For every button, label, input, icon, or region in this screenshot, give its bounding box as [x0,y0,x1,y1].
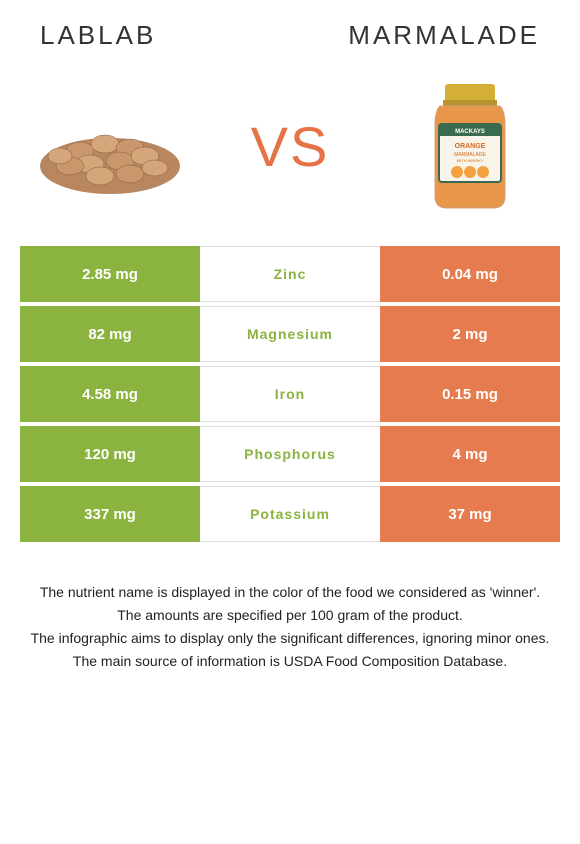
value-left: 4.58 mg [20,366,200,422]
footer-notes: The nutrient name is displayed in the co… [10,582,570,672]
vs-label: VS [251,114,330,179]
table-row: 120 mgPhosphorus4 mg [20,426,560,482]
jar-line3: WITH WHISKY [456,158,483,163]
nutrient-name: Zinc [200,246,380,302]
lablab-image [30,76,190,216]
footer-line: The infographic aims to display only the… [25,628,555,649]
nutrient-name: Phosphorus [200,426,380,482]
footer-line: The nutrient name is displayed in the co… [25,582,555,603]
value-left: 120 mg [20,426,200,482]
title-left: Lablab [40,20,156,51]
images-row: VS MACKAYS ORANGE MARMALADE WITH WHISKY [10,76,570,216]
comparison-table: 2.85 mgZinc0.04 mg82 mgMagnesium2 mg4.58… [20,246,560,542]
value-left: 2.85 mg [20,246,200,302]
table-row: 337 mgPotassium37 mg [20,486,560,542]
value-right: 0.15 mg [380,366,560,422]
footer-line: The amounts are specified per 100 gram o… [25,605,555,626]
nutrient-name: Potassium [200,486,380,542]
value-left: 82 mg [20,306,200,362]
jar-brand: MACKAYS [455,129,485,135]
table-row: 82 mgMagnesium2 mg [20,306,560,362]
value-right: 4 mg [380,426,560,482]
value-left: 337 mg [20,486,200,542]
footer-line: The main source of information is USDA F… [25,651,555,672]
table-row: 2.85 mgZinc0.04 mg [20,246,560,302]
jar-line1: ORANGE [455,143,486,150]
table-row: 4.58 mgIron0.15 mg [20,366,560,422]
marmalade-image: MACKAYS ORANGE MARMALADE WITH WHISKY [390,76,550,216]
nutrient-name: Iron [200,366,380,422]
value-right: 37 mg [380,486,560,542]
value-right: 0.04 mg [380,246,560,302]
title-right: Marmalade [348,20,540,51]
nutrient-name: Magnesium [200,306,380,362]
value-right: 2 mg [380,306,560,362]
